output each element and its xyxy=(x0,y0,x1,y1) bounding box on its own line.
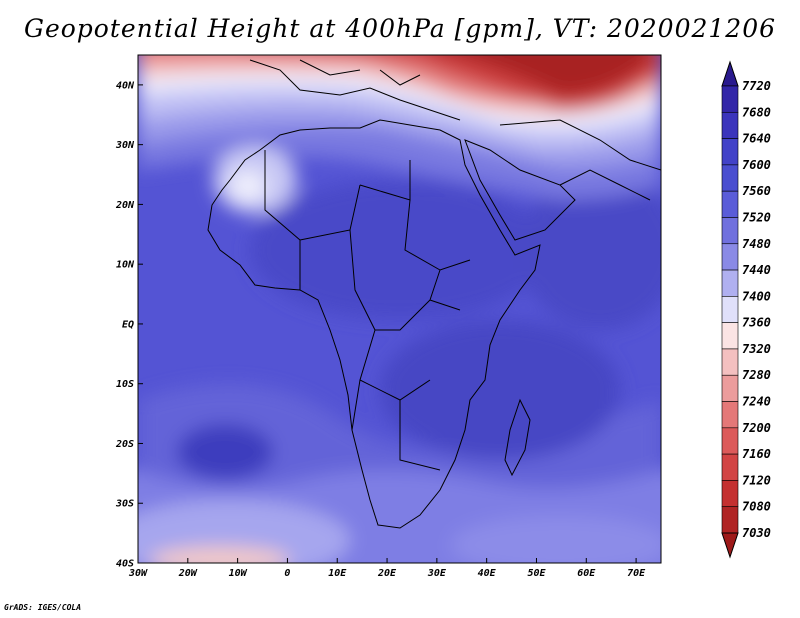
map-frame xyxy=(137,54,662,564)
colorbar-swatch xyxy=(721,243,739,271)
lon-tick-label: 0 xyxy=(284,568,290,579)
colorbar-swatch xyxy=(721,506,739,534)
grads-credit: GrADS: IGES/COLA xyxy=(4,603,82,612)
lon-tick-label: 20W xyxy=(178,568,198,579)
colorbar-swatch xyxy=(721,111,739,139)
coastlines xyxy=(207,59,661,529)
lon-tick-label: 70E xyxy=(627,568,646,579)
colorbar-level-label: 7160 xyxy=(742,447,771,461)
lat-tick-label: 20S xyxy=(115,439,134,450)
colorbar-level-label: 7400 xyxy=(742,289,771,303)
colorbar-level-label: 7480 xyxy=(742,237,771,251)
colorbar-level-label: 7120 xyxy=(742,473,771,487)
lon-tick-label: 10E xyxy=(328,568,347,579)
colorbar-level-label: 7200 xyxy=(742,421,771,435)
colorbar-level-label: 7320 xyxy=(742,342,771,356)
colorbar-swatch xyxy=(721,401,739,429)
colorbar-swatch xyxy=(721,322,739,350)
colorbar-swatch xyxy=(721,453,739,481)
colorbar-swatch xyxy=(721,296,739,323)
colorbar-level-label: 7680 xyxy=(742,105,771,119)
lon-tick-label: 40E xyxy=(478,568,497,579)
lon-tick-label: 60E xyxy=(577,568,596,579)
colorbar-level-label: 7640 xyxy=(742,132,771,146)
colorbar-swatch xyxy=(721,269,739,297)
lon-tick-label: 30W xyxy=(128,568,148,579)
colorbar-swatch xyxy=(721,164,739,192)
lon-tick-label: 50E xyxy=(527,568,546,579)
colorbar-swatch xyxy=(721,217,739,245)
colorbar-swatch xyxy=(721,480,739,508)
colorbar-swatch xyxy=(721,348,739,376)
colorbar-level-label: 7080 xyxy=(742,500,771,514)
longitude-axis: 30W 20W 10W 0 10E 20E 30E 40E 50E 60E 70E xyxy=(128,558,646,579)
colorbar-min-arrow xyxy=(721,532,739,559)
colorbar-swatch xyxy=(721,427,739,455)
colorbar-swatch xyxy=(721,138,739,166)
colorbar-level-label: 7240 xyxy=(742,395,771,409)
colorbar-level-label: 7440 xyxy=(742,263,771,277)
colorbar-level-label: 7520 xyxy=(742,210,771,224)
height-field xyxy=(138,55,661,563)
colorbar-level-label: 7360 xyxy=(742,316,771,330)
latitude-axis: 40N 30N 20N 10N EQ 10S 20S 30S 40S xyxy=(115,80,143,570)
lat-tick-label: EQ xyxy=(122,319,134,330)
lat-tick-label: 10S xyxy=(116,379,134,390)
lat-tick-label: 40N xyxy=(116,80,135,91)
colorbar: 7720 7680 7640 7600 7560 7520 7480 7440 7400 7360… xyxy=(721,60,771,559)
lat-tick-label: 30S xyxy=(115,499,134,510)
colorbar-swatch xyxy=(721,374,739,402)
colorbar-swatch xyxy=(721,85,739,113)
lat-tick-label: 20N xyxy=(115,200,135,211)
lon-tick-label: 30E xyxy=(427,568,447,579)
lat-tick-label: 10N xyxy=(116,260,135,271)
lon-tick-label: 20E xyxy=(377,568,397,579)
colorbar-level-label: 7720 xyxy=(742,79,771,93)
colorbar-level-label: 7280 xyxy=(742,368,771,382)
colorbar-level-label: 7600 xyxy=(742,158,771,172)
colorbar-level-label: 7030 xyxy=(742,526,771,540)
lat-tick-label: 40S xyxy=(116,559,134,570)
colorbar-level-label: 7560 xyxy=(742,184,771,198)
colorbar-max-arrow xyxy=(721,60,739,87)
map-title: Geopotential Height at 400hPa [gpm], VT:… xyxy=(23,14,777,43)
colorbar-swatch xyxy=(721,190,739,218)
lat-tick-label: 30N xyxy=(115,140,135,151)
lon-tick-label: 10W xyxy=(229,568,248,579)
